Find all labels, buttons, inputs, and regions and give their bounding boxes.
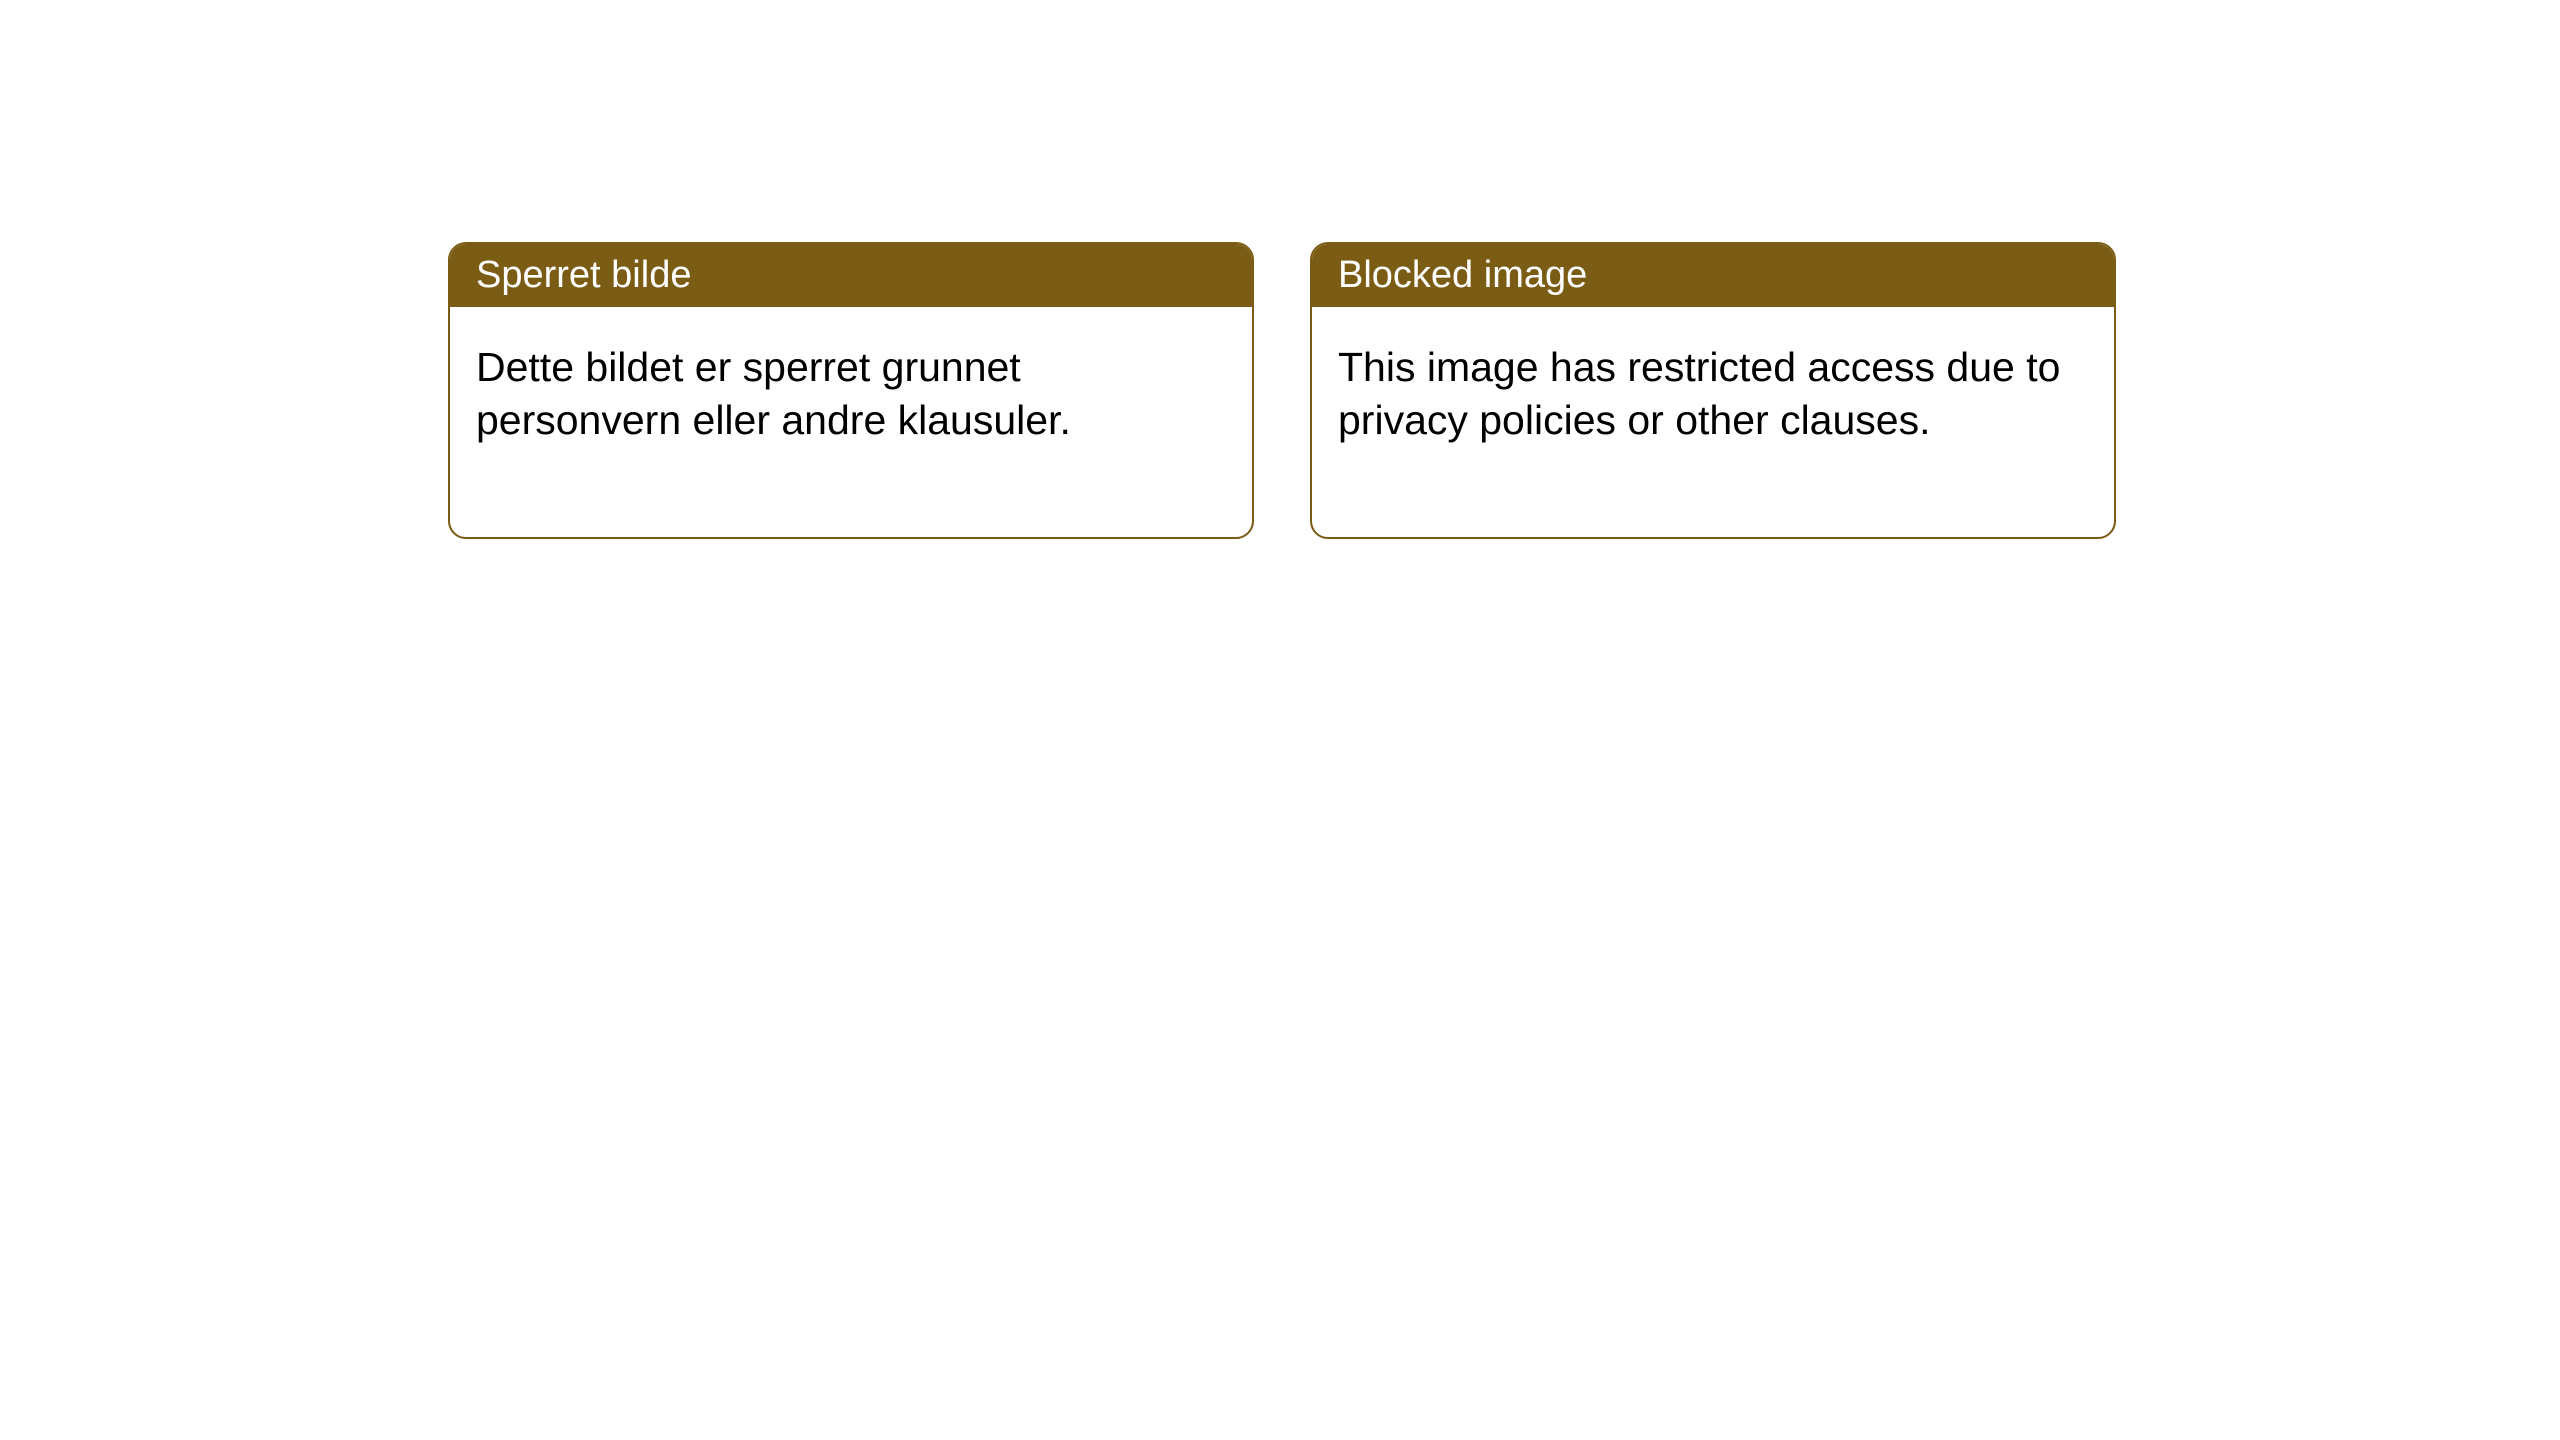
notice-body-en: This image has restricted access due to …: [1312, 307, 2114, 537]
notice-text-no: Dette bildet er sperret grunnet personve…: [476, 344, 1071, 443]
notice-body-no: Dette bildet er sperret grunnet personve…: [450, 307, 1252, 537]
notice-container: Sperret bilde Dette bildet er sperret gr…: [0, 0, 2560, 539]
notice-header-en: Blocked image: [1312, 244, 2114, 307]
notice-card-en: Blocked image This image has restricted …: [1310, 242, 2116, 539]
notice-title-en: Blocked image: [1338, 254, 1587, 296]
notice-title-no: Sperret bilde: [476, 254, 691, 296]
notice-header-no: Sperret bilde: [450, 244, 1252, 307]
notice-text-en: This image has restricted access due to …: [1338, 344, 2060, 443]
notice-card-no: Sperret bilde Dette bildet er sperret gr…: [448, 242, 1254, 539]
